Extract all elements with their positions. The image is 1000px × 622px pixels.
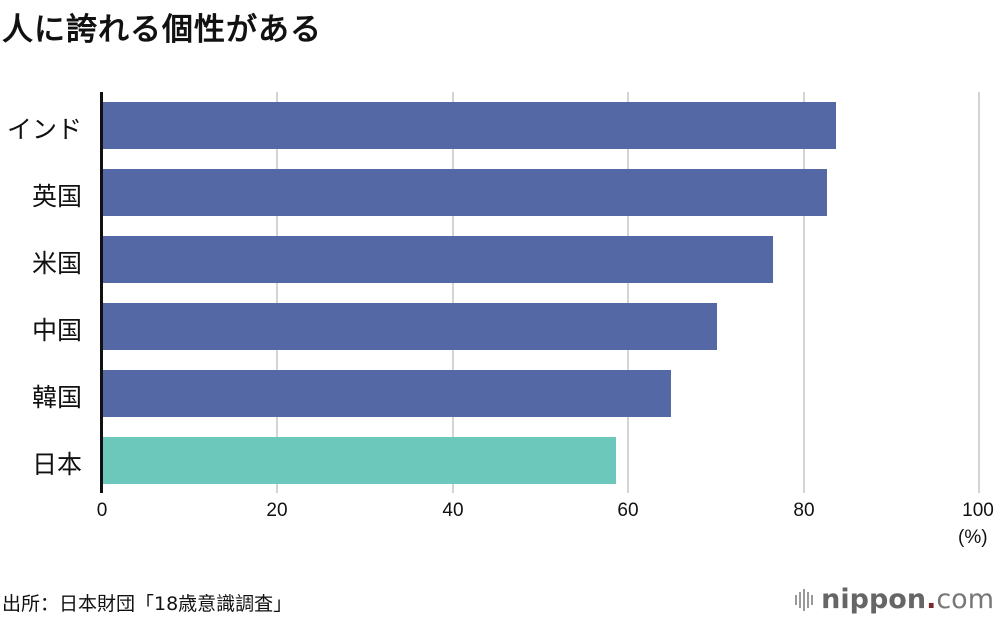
gridline-20 bbox=[276, 92, 278, 493]
x-tick-20: 20 bbox=[266, 500, 288, 521]
logo-name: nippon bbox=[821, 584, 927, 615]
x-tick-60: 60 bbox=[617, 500, 639, 521]
x-axis-unit: (%) bbox=[958, 527, 988, 548]
logo-bars-icon bbox=[795, 588, 814, 611]
gridline-40 bbox=[452, 92, 454, 493]
bar-5 bbox=[101, 437, 617, 484]
category-label: 米国 bbox=[31, 249, 82, 278]
gridline-80 bbox=[803, 92, 805, 493]
source-note: 出所：日本財団「18歳意識調査」 bbox=[2, 593, 293, 615]
x-tick-40: 40 bbox=[442, 500, 464, 521]
category-label: インド bbox=[6, 115, 82, 144]
category-label: 英国 bbox=[31, 182, 82, 211]
bar-3 bbox=[101, 303, 718, 350]
category-label: 中国 bbox=[31, 316, 82, 345]
x-tick-100: 100 bbox=[962, 500, 994, 521]
category-label: 韓国 bbox=[31, 383, 82, 412]
y-axis-line bbox=[100, 92, 103, 493]
x-tick-0: 0 bbox=[96, 500, 108, 521]
chart-title: 人に誇れる個性がある bbox=[2, 12, 322, 48]
bar-1 bbox=[101, 169, 828, 216]
gridline-60 bbox=[627, 92, 629, 493]
plot-area bbox=[101, 92, 980, 493]
bar-4 bbox=[101, 370, 671, 417]
logo-dot: . bbox=[926, 584, 937, 615]
gridline-100 bbox=[978, 92, 980, 493]
category-label: 日本 bbox=[31, 450, 82, 479]
bar-2 bbox=[101, 236, 773, 283]
nippon-logo: nippon.com bbox=[795, 584, 994, 615]
logo-tld: com bbox=[936, 584, 994, 615]
x-tick-80: 80 bbox=[793, 500, 815, 521]
bar-0 bbox=[101, 102, 836, 149]
